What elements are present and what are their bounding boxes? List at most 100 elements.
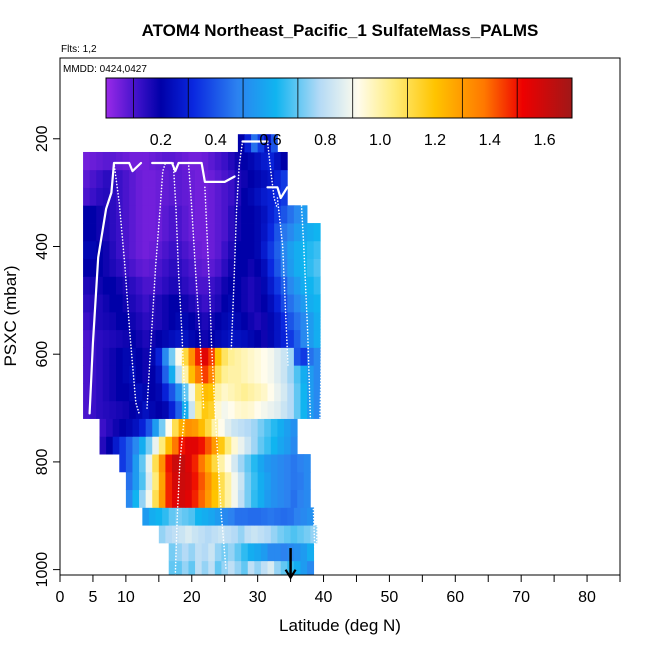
x-tick-label: 50 <box>381 589 399 606</box>
heatmap-cell <box>254 383 262 402</box>
heatmap-cell <box>293 240 301 259</box>
heatmap-cell <box>195 400 203 419</box>
heatmap-cell <box>251 525 259 544</box>
heatmap-cell <box>287 294 295 313</box>
heatmap-cell <box>204 418 212 437</box>
heatmap-cell <box>228 507 235 526</box>
heatmap-cell <box>148 187 156 206</box>
heatmap-cell <box>142 223 150 242</box>
heatmap-cell <box>188 240 196 259</box>
heatmap-cell <box>280 542 288 562</box>
heatmap-cell <box>89 169 97 188</box>
heatmap-cell <box>267 294 275 313</box>
heatmap-cell <box>208 542 216 562</box>
x-tick-label: 70 <box>512 589 530 606</box>
heatmap-cell <box>280 151 288 171</box>
heatmap-cell <box>270 454 278 473</box>
heatmap-cell <box>109 365 117 384</box>
heatmap-cell <box>274 311 282 331</box>
heatmap-cell <box>260 294 268 313</box>
heatmap-cell <box>195 507 203 526</box>
heatmap-cell <box>195 169 203 188</box>
heatmap-cell <box>125 436 133 455</box>
heatmap-cell <box>277 436 285 455</box>
heatmap-cell <box>129 223 137 242</box>
heatmap-cell <box>148 400 156 419</box>
heatmap-cell <box>257 454 265 473</box>
heatmap-cell <box>234 560 242 576</box>
heatmap-cell <box>142 400 150 419</box>
flight-track <box>276 197 289 366</box>
heatmap-cell <box>300 365 308 384</box>
heatmap-cell <box>168 383 176 402</box>
heatmap-cell <box>135 365 143 384</box>
heatmap-cell <box>195 187 203 206</box>
heatmap-cell <box>155 205 163 224</box>
heatmap-cell <box>201 365 209 384</box>
heatmap-cell <box>148 258 156 277</box>
heatmap-cell <box>307 365 315 384</box>
heatmap-cell <box>188 560 196 576</box>
heatmap-cell <box>172 471 179 491</box>
heatmap-cell <box>300 294 308 313</box>
heatmap-cell <box>96 400 104 419</box>
heatmap-cell <box>218 436 226 455</box>
heatmap-cell <box>148 365 156 384</box>
heatmap-cell <box>201 240 209 259</box>
heatmap-cell <box>274 205 282 224</box>
heatmap-cell <box>214 294 222 313</box>
heatmap-cell <box>188 151 196 171</box>
heatmap-cell <box>254 169 262 188</box>
heatmap-cell <box>181 240 189 259</box>
heatmap-cell <box>267 560 275 576</box>
heatmap-cell <box>185 489 193 508</box>
heatmap-cell <box>260 329 268 348</box>
heatmap-cell <box>175 560 183 576</box>
heatmap-cell <box>135 276 143 295</box>
flight-tracks <box>88 140 326 576</box>
heatmap-cell <box>175 400 183 419</box>
heatmap-cell <box>172 418 179 437</box>
heatmap-cell <box>96 205 104 224</box>
heatmap-cell <box>148 169 156 188</box>
heatmap-cell <box>214 507 222 526</box>
heatmap-cell <box>241 542 249 562</box>
heatmap-cell <box>122 365 130 384</box>
heatmap-cell <box>109 311 117 331</box>
heatmap-cell <box>142 329 150 348</box>
heatmap-cell <box>241 507 249 526</box>
heatmap-cell <box>244 454 252 473</box>
chart-title: ATOM4 Northeast_Pacific_1 SulfateMass_PA… <box>142 21 539 40</box>
heatmap-cell <box>270 471 278 491</box>
heatmap-cell <box>287 258 295 277</box>
heatmap-cell <box>162 223 170 242</box>
flight-track <box>146 162 167 409</box>
heatmap-cell <box>102 365 110 384</box>
heatmap-cell <box>257 489 265 508</box>
heatmap-cell <box>247 258 255 277</box>
heatmap-cell <box>139 489 147 508</box>
heatmap-cell <box>290 489 298 508</box>
heatmap-cell <box>142 240 150 259</box>
colorbar-tick-label: 1.0 <box>369 132 391 149</box>
heatmap-cell <box>241 329 249 348</box>
heatmap-cell <box>244 525 252 544</box>
heatmap-cell <box>106 436 114 455</box>
heatmap-cell <box>191 418 199 437</box>
heatmap-cell <box>307 294 315 313</box>
heatmap-cell <box>280 400 288 419</box>
heatmap-cell <box>267 258 275 277</box>
heatmap-cell <box>214 542 222 562</box>
heatmap-cell <box>162 258 170 277</box>
heatmap-cell <box>208 258 216 277</box>
heatmap-cell <box>102 329 110 348</box>
heatmap-cell <box>162 400 170 419</box>
heatmap-cell <box>221 329 229 348</box>
heatmap-cell <box>116 329 123 348</box>
heatmap-cell <box>201 151 209 171</box>
heatmap-cell <box>257 525 265 544</box>
heatmap-cell <box>254 151 262 171</box>
heatmap-cell <box>135 258 143 277</box>
heatmap-cell <box>221 560 229 576</box>
